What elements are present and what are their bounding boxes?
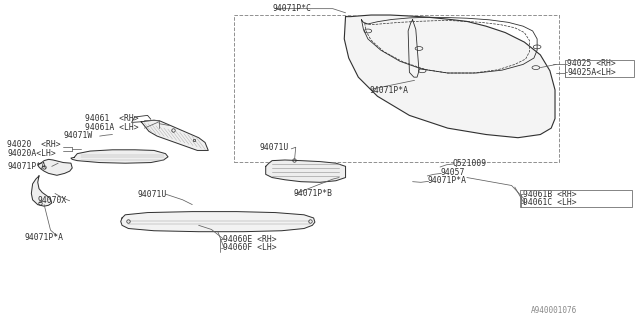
Text: 94061  <RH>: 94061 <RH> — [85, 114, 139, 123]
Text: Q521009: Q521009 — [453, 159, 487, 168]
Polygon shape — [31, 176, 52, 206]
Text: 94020  <RH>: 94020 <RH> — [7, 140, 61, 149]
Polygon shape — [71, 150, 168, 163]
Bar — [234, 15, 559, 162]
Polygon shape — [38, 159, 72, 175]
Text: 94025 <RH>: 94025 <RH> — [567, 59, 616, 68]
Text: 94071P*A: 94071P*A — [25, 233, 64, 242]
Text: 94061A <LH>: 94061A <LH> — [85, 123, 139, 132]
Text: A940001076: A940001076 — [531, 306, 577, 315]
Polygon shape — [141, 120, 208, 150]
Text: 94071P*B: 94071P*B — [293, 189, 332, 198]
Text: 94071P*A: 94071P*A — [7, 162, 46, 171]
Text: 94061C <LH>: 94061C <LH> — [523, 198, 577, 207]
Polygon shape — [121, 212, 315, 232]
Text: 94060E <RH>: 94060E <RH> — [223, 235, 276, 244]
Text: 94070X: 94070X — [38, 196, 67, 205]
Text: 94020A<LH>: 94020A<LH> — [7, 149, 56, 158]
Text: 94057: 94057 — [440, 168, 465, 177]
Text: 94071W: 94071W — [63, 131, 93, 140]
Text: 94061B <RH>: 94061B <RH> — [523, 189, 577, 199]
Text: 94060F <LH>: 94060F <LH> — [223, 243, 276, 252]
Text: 94071U: 94071U — [259, 143, 289, 152]
Polygon shape — [266, 160, 346, 182]
Text: 94071P*A: 94071P*A — [370, 86, 409, 95]
Text: 94071P*C: 94071P*C — [272, 4, 311, 13]
Text: 94071P*A: 94071P*A — [428, 176, 467, 185]
Bar — [520, 190, 632, 207]
Bar — [564, 60, 634, 76]
Text: 94071U: 94071U — [138, 189, 167, 199]
Polygon shape — [344, 15, 555, 138]
Text: 94025A<LH>: 94025A<LH> — [567, 68, 616, 77]
